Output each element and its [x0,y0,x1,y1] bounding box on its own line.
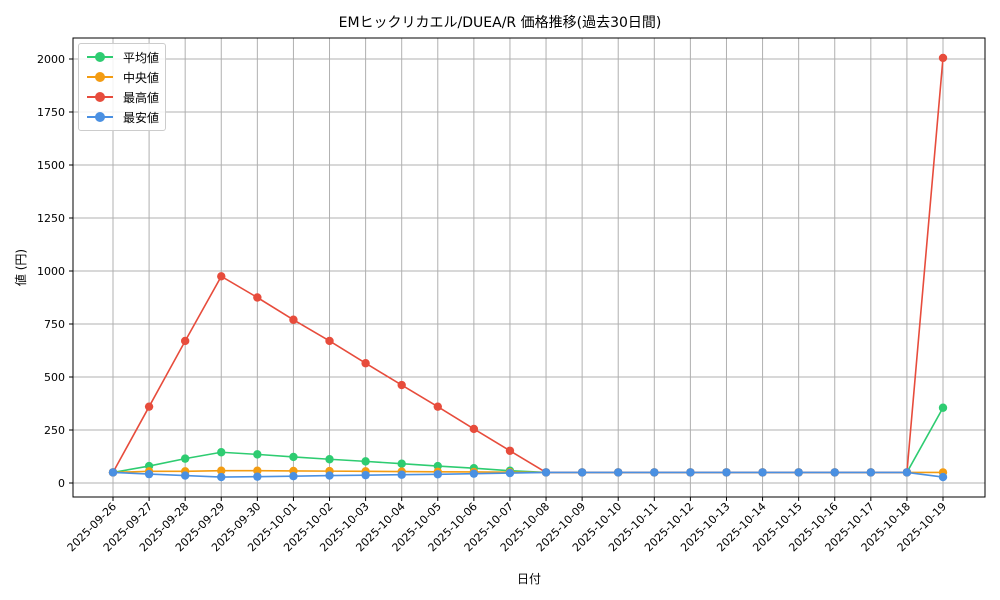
legend-label: 中央値 [123,70,160,85]
data-point [289,452,298,462]
legend-label: 最高値 [123,90,160,105]
data-point [397,380,406,390]
data-point [505,468,515,478]
y-tick-label: 1000 [37,265,65,278]
series-line [108,468,948,482]
data-point [830,468,839,477]
data-point [902,468,912,477]
legend-label: 最安値 [123,110,160,125]
data-point [938,403,948,412]
data-point [217,448,226,457]
data-point [180,336,190,346]
legend-swatch-icon [85,51,115,63]
chart-title: EMヒックリカエル/DUEA/R 価格推移(過去30日間) [338,15,662,31]
data-point [866,468,876,477]
legend-item: 平均値 [85,47,159,67]
series-line [108,403,948,477]
data-point [253,293,262,302]
y-tick-label: 250 [44,424,65,437]
data-point [253,450,262,459]
y-tick-label: 0 [58,477,65,490]
data-point [180,471,190,480]
data-point [144,469,154,479]
data-point [217,272,226,281]
legend: 平均値中央値最高値最安値 [78,43,167,131]
y-tick-label: 2000 [37,53,65,66]
y-axis: 0 250 500 750 1000 1250 1500 1750 2000 [37,53,73,490]
data-point [325,471,334,480]
data-point [758,468,767,477]
y-tick-label: 750 [44,318,65,331]
data-point [469,424,479,434]
data-point [433,470,442,479]
data-point [289,472,298,481]
data-point [361,359,370,368]
data-point [505,446,515,455]
y-tick-label: 1750 [37,106,65,119]
series-line [108,53,948,477]
data-point [686,468,695,477]
data-point [108,468,118,477]
x-axis-label: 日付 [517,572,541,586]
legend-swatch-icon [85,71,115,83]
data-point [361,457,370,466]
data-point [253,472,262,481]
data-point [614,468,623,477]
legend-item: 最安値 [85,107,159,127]
data-point [180,454,190,463]
data-point [217,472,226,482]
y-axis-label: 値 (円) [13,249,28,286]
y-tick-label: 500 [44,371,65,384]
data-point [433,402,442,411]
data-point [938,472,948,482]
data-point [397,470,406,479]
data-point [469,469,479,478]
data-point [577,468,587,477]
data-point [217,466,226,475]
series-line [108,466,948,477]
y-tick-label: 1250 [37,212,65,225]
data-point [325,455,334,464]
data-point [361,470,370,480]
legend-swatch-icon [85,91,115,103]
plot-frame [72,37,986,498]
data-point [144,402,154,411]
legend-item: 最高値 [85,87,159,107]
data-point [325,336,334,346]
data-point [938,53,948,63]
legend-label: 平均値 [123,50,160,65]
grid [73,38,985,497]
data-point [541,468,551,477]
data-point [397,459,406,468]
y-tick-label: 1500 [37,159,65,172]
data-point [253,466,262,475]
data-point [794,468,803,477]
data-point [650,468,659,477]
legend-swatch-icon [85,111,115,123]
x-axis: 2025-09-262025-09-272025-09-282025-09-29… [65,497,949,554]
legend-item: 中央値 [85,67,159,87]
data-point [289,315,298,324]
data-point [722,468,731,477]
